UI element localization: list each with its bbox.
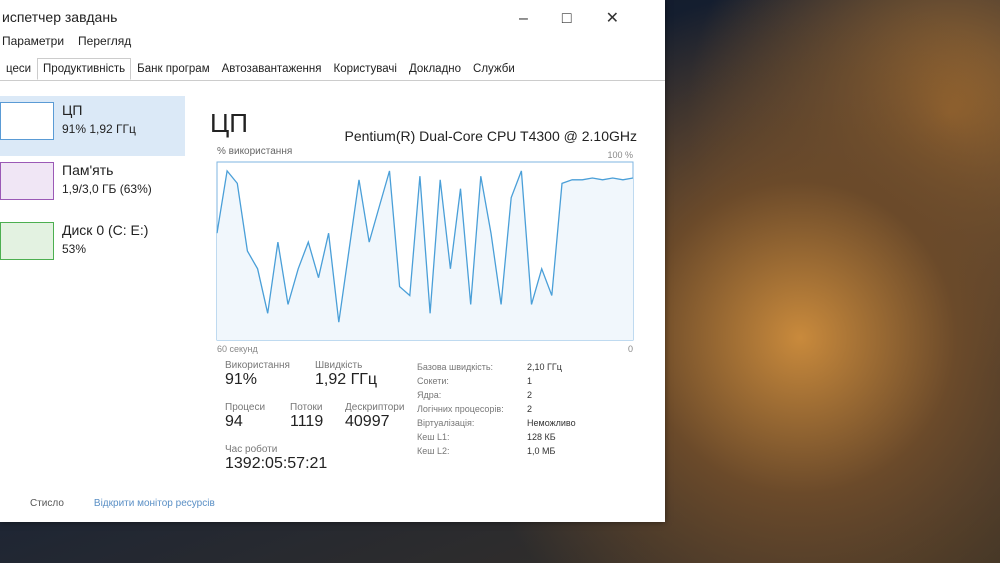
thumbnail	[0, 162, 54, 200]
spec-value: 128 КБ	[527, 432, 556, 442]
stat-label: Швидкість	[315, 360, 363, 371]
stat-label: Дескриптори	[345, 402, 405, 413]
usage-area	[217, 170, 633, 340]
x-axis-label: 60 секунд	[217, 344, 259, 354]
y-tick-label: 0	[628, 344, 633, 354]
tab[interactable]: Користувачі	[333, 63, 397, 75]
stat-label: Час роботи	[225, 444, 278, 455]
sidebar-name: Диск 0 (C: E:)	[62, 222, 149, 238]
menu-item[interactable]: Перегляд	[78, 34, 132, 48]
stat-label: Використання	[225, 360, 290, 371]
spec-row: Сокети: 1	[417, 376, 576, 390]
spec-row: Кеш L2: 1,0 МБ	[417, 446, 576, 460]
sidebar-item[interactable]: Диск 0 (C: E:) 53%	[0, 216, 185, 276]
cpu-name: Pentium(R) Dual-Core CPU T4300 @ 2.10GHz	[344, 128, 637, 144]
spec-label: Сокети:	[417, 376, 449, 386]
sidebar-item[interactable]: Пам'ять 1,9/3,0 ГБ (63%)	[0, 156, 185, 216]
spec-row: Ядра: 2	[417, 390, 576, 404]
task-manager-window: испетчер завдань –□✕ Параметри Перегляд ц…	[0, 0, 665, 509]
stat-value: 1,92 ГГц	[315, 371, 378, 388]
spec-label: Кеш L2:	[417, 446, 450, 456]
stat-value: 91%	[225, 371, 258, 388]
panel-title: ЦП	[210, 108, 248, 138]
stat-value: 1392:05:57:21	[225, 455, 328, 472]
resource-monitor-link[interactable]: Відкрити монітор ресурсів	[93, 498, 215, 509]
spec-value: 1,0 МБ	[527, 446, 556, 456]
sidebar-item[interactable]: ЦП 91% 1,92 ГГц	[0, 96, 185, 156]
stat: Використання 91%	[225, 360, 290, 389]
sidebar: ЦП 91% 1,92 ГГц Пам'ять 1,9/3,0 ГБ (63%) Дис…	[0, 96, 185, 276]
tab[interactable]: цеси	[6, 63, 32, 75]
footer: Стисло Відкрити монітор ресурсів	[30, 498, 215, 509]
stat-label: Процеси	[225, 402, 266, 413]
stat: Швидкість 1,92 ГГц	[315, 360, 377, 389]
spec-value: Неможливо	[527, 418, 576, 428]
stat: Процеси 94	[225, 402, 265, 431]
menu-item[interactable]: Параметри	[2, 34, 65, 48]
y-axis-label: % використання	[217, 146, 292, 157]
spec-row: Віртуалізація: Неможливо	[417, 418, 576, 432]
spec-value: 2	[527, 404, 533, 414]
spec-label: Ядра:	[417, 390, 442, 400]
stat-label: Потоки	[290, 402, 323, 413]
window-controls[interactable]: –□✕	[519, 10, 653, 27]
tab[interactable]: Служби	[473, 63, 515, 75]
stat-value: 94	[225, 413, 243, 430]
thumbnail	[0, 102, 54, 140]
tab[interactable]: Продуктивність	[37, 58, 132, 80]
spec-row: Логічних процесорів: 2	[417, 404, 576, 418]
title-bar: испетчер завдань	[0, 0, 665, 34]
thumbnail	[0, 222, 54, 260]
stat-value: 40997	[345, 413, 390, 430]
collapse-link[interactable]: Стисло	[30, 498, 64, 509]
spec-label: Кеш L1:	[417, 432, 450, 442]
stat: Потоки 1119	[290, 402, 323, 431]
tab-bar: цеси Продуктивність Банк програм Автозавант…	[0, 54, 665, 81]
menu-bar: Параметри Перегляд	[0, 34, 665, 54]
cpu-graph: % використання 60 секунд 100 % 0	[216, 146, 634, 354]
spec-value: 2	[527, 390, 533, 400]
spec-label: Логічних процесорів:	[417, 404, 504, 414]
sidebar-detail: 91% 1,92 ГГц	[62, 122, 136, 136]
stat: Час роботи 1392:05:57:21	[225, 444, 327, 473]
sidebar-name: Пам'ять	[62, 162, 114, 178]
spec-value: 2,10 ГГц	[527, 362, 562, 372]
tab[interactable]: Автозавантаження	[221, 63, 322, 75]
window-title: испетчер завдань	[2, 9, 118, 25]
sidebar-detail: 53%	[62, 242, 87, 256]
spec-label: Базова швидкість:	[417, 362, 494, 372]
stat: Дескриптори 40997	[345, 402, 404, 431]
spec-value: 1	[527, 376, 533, 386]
spec-row: Базова швидкість: 2,10 ГГц	[417, 362, 576, 376]
sidebar-detail: 1,9/3,0 ГБ (63%)	[62, 182, 152, 196]
specs: Базова швидкість: 2,10 ГГц Сокети: 1 Ядра: 2 Л…	[417, 362, 576, 460]
spec-label: Віртуалізація:	[417, 418, 475, 428]
y-tick-label: 100 %	[607, 150, 633, 160]
tab[interactable]: Банк програм	[137, 63, 210, 75]
spec-row: Кеш L1: 128 КБ	[417, 432, 576, 446]
usage-line	[216, 169, 634, 323]
stat-value: 1119	[290, 413, 324, 430]
tab[interactable]: Докладно	[408, 63, 462, 75]
sidebar-name: ЦП	[62, 102, 83, 118]
